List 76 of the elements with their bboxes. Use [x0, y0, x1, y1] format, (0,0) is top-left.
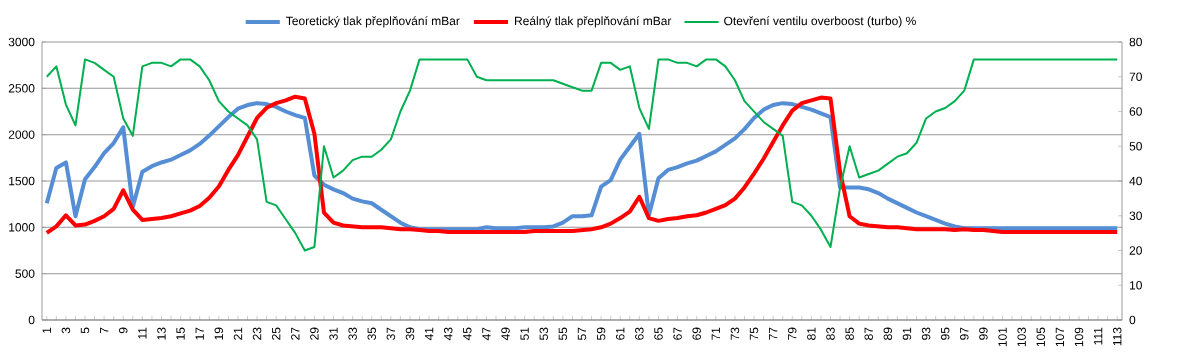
y2-tick-label: 0 — [1129, 315, 1136, 325]
legend-label: Reálný tlak přeplňování mBar — [515, 16, 672, 28]
x-tick-label: 57 — [577, 327, 587, 340]
x-tick-label: 33 — [348, 327, 357, 340]
x-tick-label: 103 — [1017, 327, 1026, 347]
x-tick-label: 19 — [214, 327, 224, 340]
x-tick-label: 3 — [61, 327, 71, 334]
x-tick-label: 23 — [252, 327, 262, 340]
x-tick-label: 95 — [940, 327, 950, 340]
x-tick-label: 107 — [1055, 327, 1065, 347]
x-tick-label: 77 — [769, 327, 778, 340]
x-tick-label: 39 — [405, 327, 415, 340]
y2-tick-label: 70 — [1129, 72, 1142, 82]
y-tick-label: 3000 — [8, 37, 35, 47]
x-tick-label: 93 — [921, 327, 931, 340]
x-tick-label: 43 — [443, 327, 453, 341]
x-tick-label: 99 — [979, 327, 988, 340]
x-tick-label: 59 — [596, 327, 606, 340]
x-tick-label: 41 — [424, 327, 434, 341]
x-tick-label: 91 — [902, 327, 912, 340]
y-tick-label: 2500 — [8, 84, 35, 93]
y2-tick-label: 10 — [1129, 281, 1142, 290]
x-tick-label: 111 — [1093, 327, 1103, 345]
x-tick-label: 21 — [233, 327, 243, 340]
x-tick-label: 79 — [788, 327, 797, 340]
x-tick-label: 83 — [826, 327, 835, 340]
x-tick-label: 101 — [998, 327, 1007, 347]
x-tick-label: 17 — [195, 327, 204, 340]
y2-tick-label: 20 — [1129, 246, 1142, 255]
x-tick-label: 105 — [1036, 327, 1046, 347]
x-tick-label: 63 — [635, 327, 644, 340]
y-tick-label: 0 — [28, 315, 35, 325]
x-tick-label: 75 — [749, 327, 759, 340]
x-tick-label: 53 — [539, 327, 549, 340]
x-tick-label: 81 — [807, 327, 816, 340]
x-tick-label: 51 — [520, 327, 529, 340]
x-tick-label: 5 — [80, 327, 90, 334]
x-tick-label: 31 — [329, 327, 338, 340]
x-tick-label: 109 — [1074, 327, 1084, 347]
x-tick-label: 11 — [138, 327, 147, 339]
y2-tick-label: 30 — [1129, 211, 1142, 221]
x-tick-label: 1 — [42, 327, 51, 333]
x-tick-label: 29 — [310, 327, 319, 340]
x-tick-label: 97 — [960, 327, 969, 340]
y2-tick-label: 60 — [1129, 107, 1142, 116]
x-tick-label: 65 — [654, 327, 663, 340]
y2-tick-label: 40 — [1129, 176, 1142, 186]
x-tick-label: 13 — [157, 327, 166, 340]
x-tick-label: 9 — [119, 327, 128, 334]
x-tick-label: 73 — [730, 327, 740, 340]
x-tick-label: 7 — [100, 327, 109, 334]
x-tick-label: 55 — [558, 327, 568, 340]
x-tick-label: 67 — [673, 327, 682, 340]
y2-tick-label: 50 — [1129, 142, 1142, 151]
x-tick-label: 61 — [615, 327, 625, 340]
x-tick-label: 87 — [864, 327, 873, 340]
x-tick-label: 27 — [291, 327, 300, 340]
x-tick-label: 85 — [845, 327, 854, 340]
y-tick-label: 1500 — [9, 176, 35, 186]
y-tick-label: 1000 — [9, 223, 35, 232]
y2-tick-label: 80 — [1129, 37, 1142, 47]
x-tick-label: 35 — [367, 327, 376, 340]
x-tick-label: 69 — [692, 327, 701, 340]
x-tick-label: 89 — [883, 327, 893, 340]
x-tick-label: 15 — [176, 327, 185, 340]
y-tick-label: 2000 — [8, 130, 35, 139]
x-tick-label: 47 — [482, 327, 491, 341]
x-tick-label: 71 — [711, 327, 720, 340]
x-tick-label: 25 — [271, 327, 281, 340]
legend-label: Teoretický tlak přeplňování mBar — [286, 16, 460, 28]
x-tick-label: 45 — [463, 327, 472, 341]
x-tick-label: 49 — [501, 327, 510, 341]
x-tick-label: 113 — [1112, 327, 1122, 346]
y-tick-label: 500 — [15, 269, 35, 278]
legend-label: Otevření ventilu overboost (turbo) % — [724, 16, 916, 28]
x-tick-label: 37 — [386, 327, 396, 340]
